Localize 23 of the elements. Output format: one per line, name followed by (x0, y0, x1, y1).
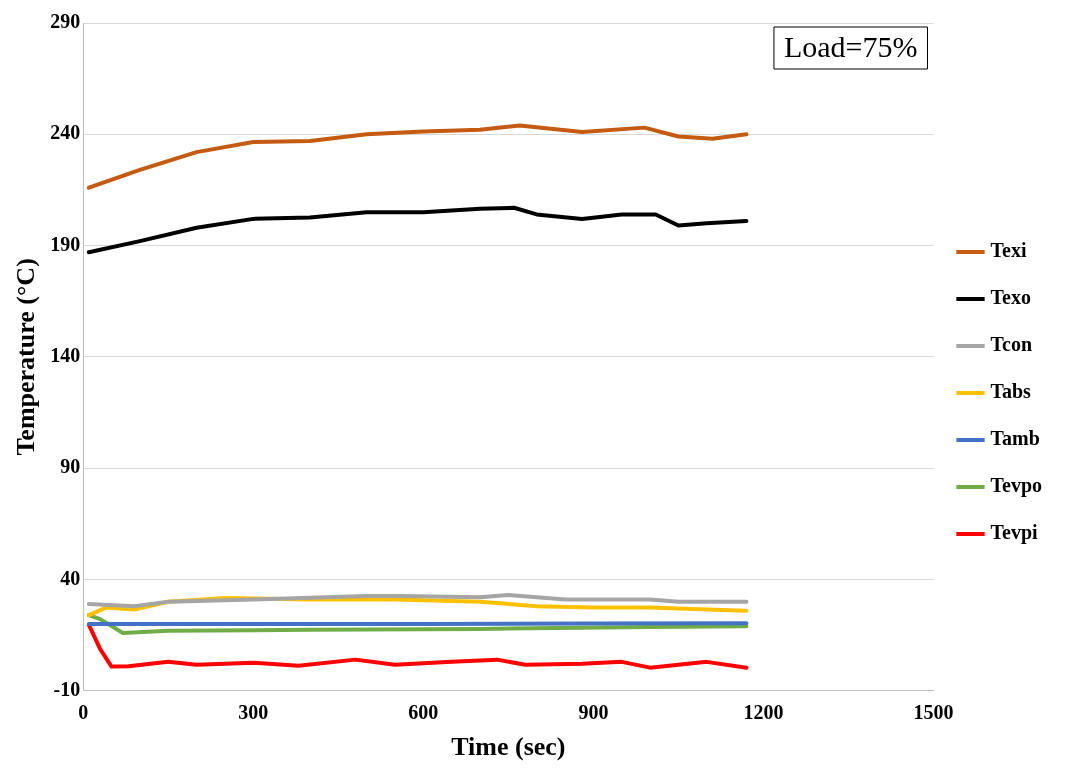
y-tick-label: 190 (50, 232, 81, 255)
legend-label: Tcon (990, 333, 1033, 356)
y-tick-label: 140 (50, 344, 81, 367)
x-axis-title: Time (sec) (451, 732, 566, 762)
y-axis-title: Temperature (°C) (11, 258, 41, 456)
x-tick-label: 900 (578, 700, 609, 723)
y-tick-label: 40 (60, 566, 81, 589)
legend-label: Texi (990, 239, 1027, 262)
legend-label: Tamb (990, 427, 1040, 450)
legend-label: Tevpi (990, 521, 1038, 545)
y-tick-label: -10 (53, 677, 81, 700)
y-tick-label: 290 (50, 10, 81, 33)
x-tick-label: 300 (238, 700, 269, 723)
legend-label: Texo (990, 286, 1031, 309)
legend-label: Tabs (990, 380, 1032, 403)
y-tick-label: 240 (50, 121, 81, 144)
x-tick-label: 600 (408, 700, 439, 723)
x-tick-label: 1200 (743, 700, 784, 723)
x-tick-label: 1500 (913, 700, 954, 723)
annotation: Load=75% (783, 29, 918, 63)
legend-label: Tevpo (990, 474, 1043, 498)
y-tick-label: 90 (60, 455, 81, 478)
x-tick-label: 0 (78, 700, 89, 723)
